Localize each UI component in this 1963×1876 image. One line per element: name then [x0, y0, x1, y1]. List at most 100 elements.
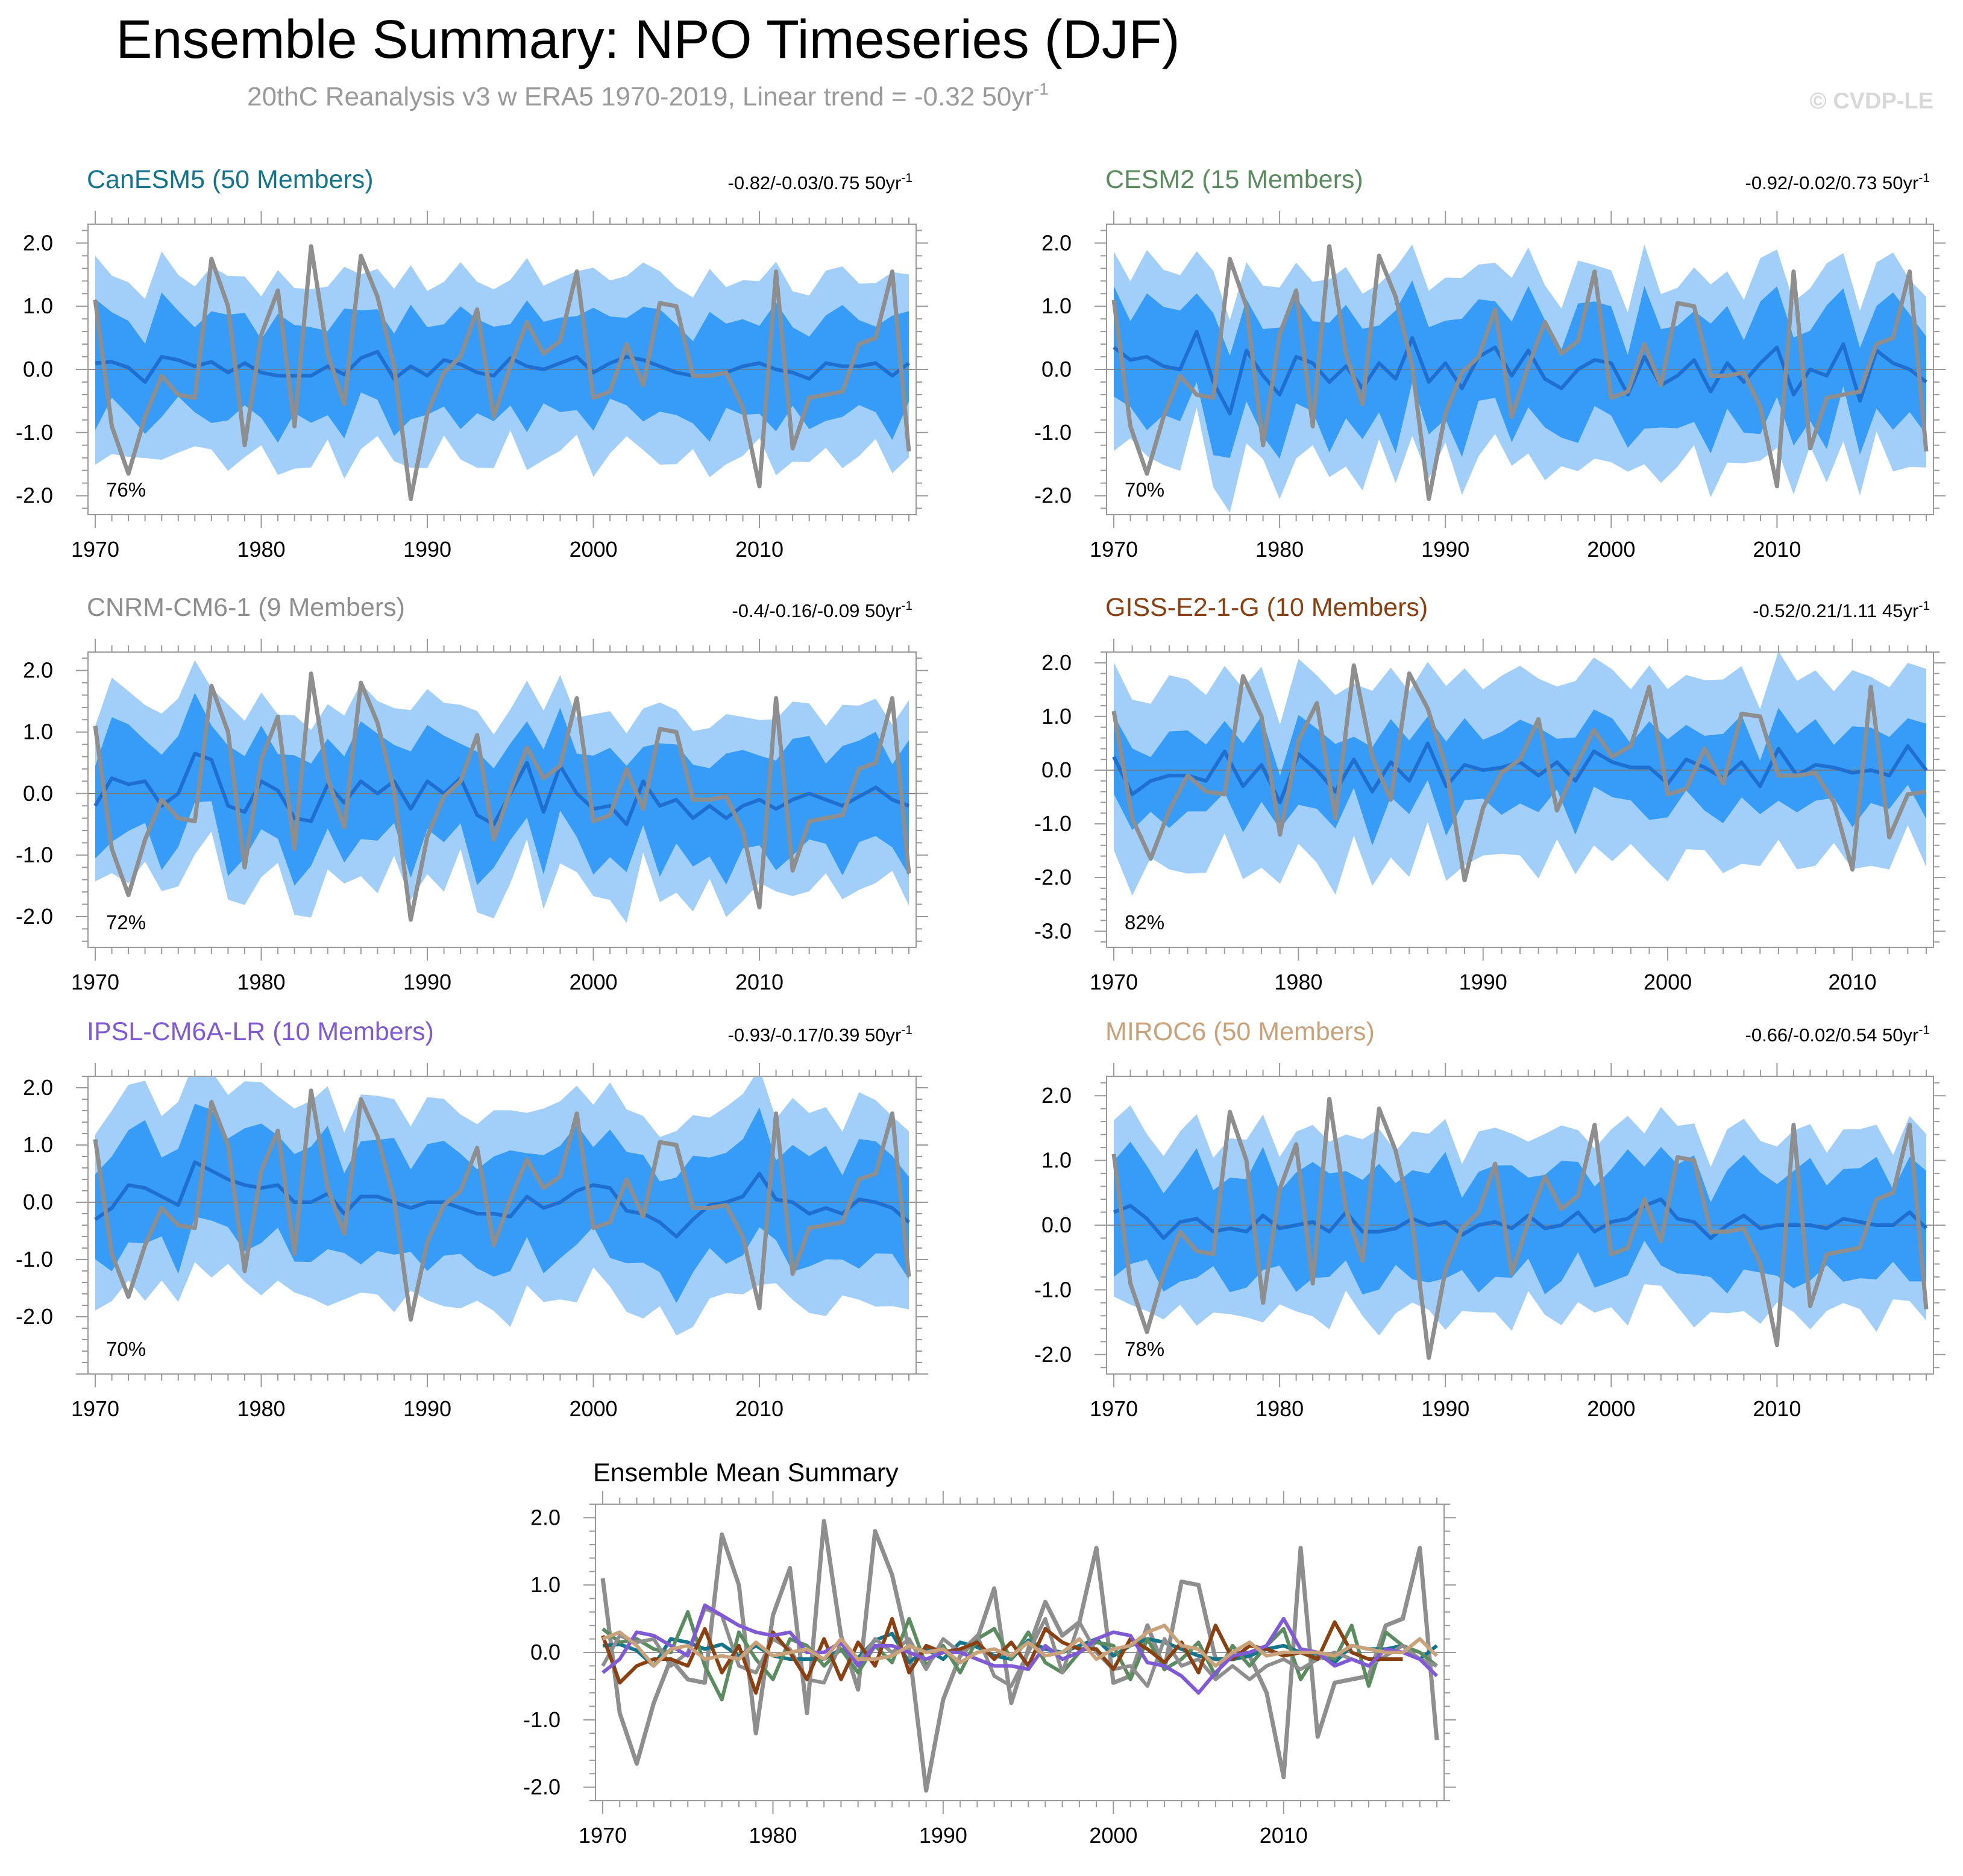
inner-spread-band	[1114, 707, 1926, 846]
y-tick-label: 1.0	[530, 1572, 561, 1597]
x-tick-label: 2010	[1753, 1396, 1801, 1421]
series-line-cesm2	[601, 1610, 1438, 1702]
x-tick-label: 2000	[569, 970, 617, 994]
y-tick-label: 0.0	[1041, 357, 1072, 381]
y-tick-label: 2.0	[1041, 650, 1072, 675]
y-tick-label: -1.0	[1034, 420, 1072, 445]
y-tick-label: -2.0	[523, 1775, 561, 1799]
panel-trend: -0.4/-0.16/-0.09 50yr-1	[732, 599, 912, 621]
x-tick-label: 1980	[237, 537, 285, 562]
y-tick-label: -1.0	[16, 420, 53, 445]
x-tick-label: 1970	[71, 537, 119, 562]
x-tick-label: 2000	[1587, 1396, 1635, 1421]
y-tick-label: -2.0	[16, 483, 53, 508]
y-tick-label: 0.0	[23, 781, 53, 806]
observation-line	[1111, 1097, 1929, 1360]
x-tick-label: 1990	[1421, 537, 1469, 562]
trend-unit-exponent: -1	[901, 1023, 912, 1037]
y-tick-label: 2.0	[23, 1075, 53, 1100]
y-tick-label: 2.0	[1041, 1083, 1072, 1108]
x-tick-label: 1970	[1090, 970, 1138, 994]
x-tick-label: 1980	[749, 1823, 797, 1848]
x-tick-label: 2000	[569, 537, 617, 562]
series-line-observation	[600, 1519, 1439, 1793]
plot-area	[88, 660, 916, 923]
y-tick-label: 1.0	[23, 1132, 53, 1157]
ensemble-mean-line	[1112, 741, 1928, 805]
panel-title: CanESM5 (50 Members)	[87, 165, 374, 194]
plot-area	[595, 1519, 1444, 1793]
panel-title: Ensemble Mean Summary	[593, 1458, 899, 1487]
y-tick-label: 2.0	[23, 658, 53, 683]
x-tick-label: 1970	[1090, 537, 1138, 562]
x-tick-label: 1980	[1274, 970, 1322, 994]
panel-title: IPSL-CM6A-LR (10 Members)	[87, 1017, 434, 1046]
x-tick-label: 1980	[237, 970, 285, 994]
trend-value: -0.93/-0.17/0.39 50yr	[728, 1024, 902, 1046]
x-tick-label: 1990	[1459, 970, 1507, 994]
observation-line	[93, 671, 911, 922]
percent-label: 76%	[106, 478, 146, 501]
trend-value: -0.82/-0.03/0.75 50yr	[728, 172, 902, 193]
observation-line	[1111, 244, 1929, 501]
panel-trend: -0.93/-0.17/0.39 50yr-1	[728, 1023, 912, 1046]
y-tick-label: 1.0	[23, 293, 53, 318]
y-tick-label: -2.0	[1034, 1342, 1072, 1367]
watermark: © CVDP-LE	[1810, 89, 1933, 114]
series-line-ipsl-cm6a-lr	[601, 1603, 1439, 1695]
x-tick-label: 2010	[735, 537, 784, 562]
observation-line	[1111, 663, 1927, 883]
y-tick-label: 2.0	[23, 230, 53, 255]
panel-giss-e2-1-g: GISS-E2-1-G (10 Members) -0.52/0.21/1.11 …	[1034, 593, 1946, 994]
panel-title: MIROC6 (50 Members)	[1105, 1017, 1375, 1046]
panel-ipsl-cm6a-lr: IPSL-CM6A-LR (10 Members) -0.93/-0.17/0.3…	[16, 1017, 928, 1421]
panel-miroc6: MIROC6 (50 Members) -0.66/-0.02/0.54 50yr…	[1034, 1017, 1946, 1421]
x-tick-label: 2000	[569, 1396, 617, 1421]
trend-unit-exponent: -1	[1918, 171, 1930, 185]
y-tick-label: -1.0	[523, 1707, 561, 1732]
figure-subtitle: 20thC Reanalysis v3 w ERA5 1970-2019, Li…	[247, 80, 1049, 111]
ensemble-mean-line	[95, 350, 910, 384]
y-tick-label: 1.0	[1041, 704, 1072, 729]
y-tick-label: 1.0	[1041, 293, 1072, 318]
y-tick-label: -1.0	[16, 1247, 53, 1272]
y-tick-label: -2.0	[1034, 865, 1072, 889]
panel-canesm5: CanESM5 (50 Members) -0.82/-0.03/0.75 50y…	[16, 165, 928, 562]
x-tick-label: 1970	[579, 1823, 627, 1848]
trend-value: -0.66/-0.02/0.54 50yr	[1745, 1024, 1919, 1046]
x-tick-label: 2010	[1753, 537, 1801, 562]
plot-area	[1107, 244, 1933, 513]
percent-label: 72%	[106, 911, 146, 933]
x-tick-label: 1990	[403, 970, 451, 994]
plot-frame	[87, 651, 917, 948]
panel-title: CESM2 (15 Members)	[1105, 165, 1363, 194]
x-tick-label: 1970	[71, 970, 119, 994]
y-tick-label: -1.0	[1034, 1277, 1072, 1302]
trend-value: -0.52/0.21/1.11 45yr	[1753, 600, 1918, 621]
y-tick-label: 1.0	[23, 720, 53, 744]
x-tick-label: 2010	[1260, 1823, 1308, 1848]
y-tick-label: 2.0	[530, 1505, 561, 1529]
x-tick-label: 1980	[1255, 537, 1304, 562]
trend-unit-exponent: -1	[1918, 599, 1930, 613]
x-tick-label: 2010	[735, 1396, 784, 1421]
plot-area	[1107, 652, 1933, 896]
observation-line	[93, 244, 911, 501]
y-tick-label: 0.0	[1041, 758, 1072, 782]
percent-label: 82%	[1125, 911, 1164, 933]
panel-trend: -0.82/-0.03/0.75 50yr-1	[728, 171, 912, 193]
panel-ensemble-mean-summary: Ensemble Mean Summary -2.0 -1.0 0.0 1.0 2.0 19…	[523, 1458, 1456, 1848]
y-tick-label: 0.0	[530, 1640, 561, 1664]
y-tick-label: 0.0	[1041, 1212, 1072, 1237]
panel-trend: -0.66/-0.02/0.54 50yr-1	[1745, 1023, 1930, 1046]
x-tick-label: 2000	[1644, 970, 1692, 994]
percent-label: 78%	[1125, 1338, 1164, 1360]
trend-unit-exponent: -1	[901, 171, 912, 185]
observation-line	[93, 1088, 911, 1322]
x-tick-label: 1990	[1421, 1396, 1469, 1421]
x-tick-label: 1970	[1090, 1396, 1138, 1421]
trend-unit-exponent: -1	[1918, 1023, 1930, 1037]
y-tick-label: 1.0	[1041, 1148, 1072, 1173]
plot-area	[88, 1076, 916, 1336]
